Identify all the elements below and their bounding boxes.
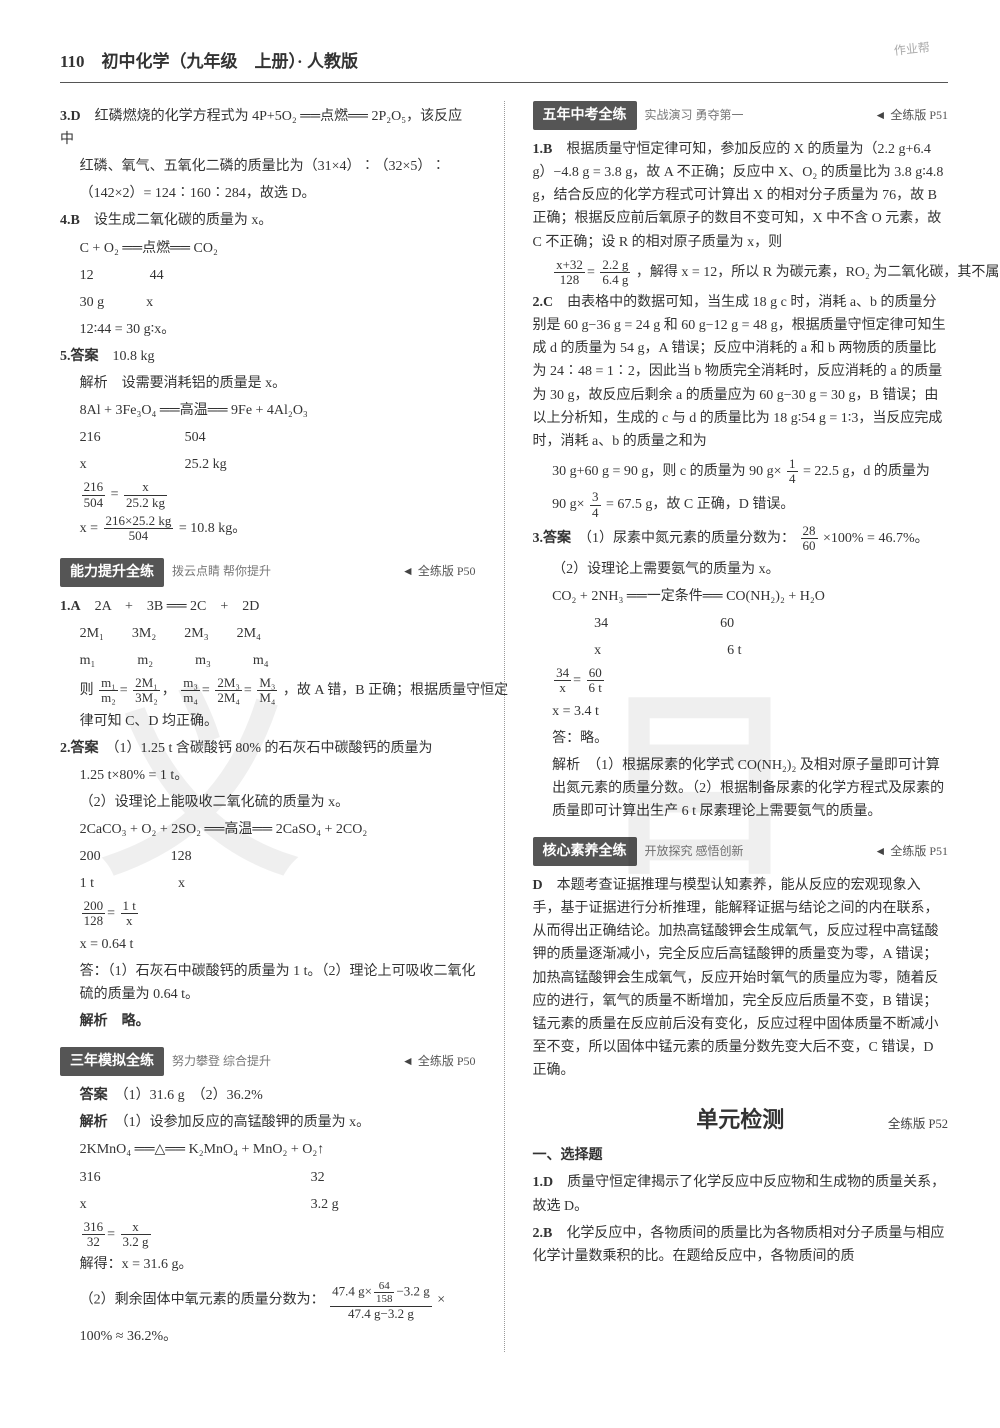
banner-core-ref: 全练版 P51 xyxy=(874,842,948,862)
r-q3-eq: CO₂ + 2NH₃ ══一定条件══ CO(NH₂)₂ + H₂O xyxy=(533,585,949,608)
q3-tag: 3.D xyxy=(60,109,81,124)
u1-tag: 1.D xyxy=(533,1175,554,1190)
q5-ans: 5.答案 10.8 kg xyxy=(60,345,476,368)
banner-5year: 五年中考全练 实战演习 勇夺第一 全练版 P51 xyxy=(533,101,949,130)
r-q2-mid: 30 g+60 g = 90 g，则 c 的质量为 90 g× 14 = 22.… xyxy=(533,457,949,487)
b2-jiexi: 解析 （1）设参加反应的高锰酸钾的质量为 x。 xyxy=(60,1111,476,1134)
b1q2-frac: 200128= 1 tx xyxy=(60,899,476,929)
q5-frac: 216504 = x25.2 kg xyxy=(60,480,476,510)
r-q2-tag: 2.C xyxy=(533,295,554,310)
b2-ans: 答案 （1）31.6 g （2）36.2% xyxy=(60,1084,476,1107)
banner-5year-ref: 全练版 P51 xyxy=(874,106,948,126)
r-core: D 本题考查证据推理与模型认知素养，能从反应的宏观现象入手，基于证据进行分析推理… xyxy=(533,874,949,1082)
r-q3-frac: 34x= 606 t xyxy=(533,666,949,696)
banner-5year-title: 五年中考全练 xyxy=(533,101,637,130)
q3-line1: 3.D 红磷燃烧的化学方程式为 4P+5O₂ ══点燃══ 2P₂O₅，该反应中 xyxy=(60,105,476,151)
r-q1-frac: x+32128= 2.2 g6.4 g ，解得 x = 12，所以 R 为碳元素… xyxy=(533,258,949,288)
b1q2-res: x = 0.64 t xyxy=(60,933,476,956)
b1q1-line5: 律可知 C、D 均正确。 xyxy=(60,710,476,733)
r-q3-res: x = 3.4 t xyxy=(533,700,949,723)
b1q2-row2: 1 t x xyxy=(60,872,476,895)
banner-ability-ref: 全练版 P50 xyxy=(402,562,476,582)
b1q2-line3: （2）设理论上能吸收二氧化硫的质量为 x。 xyxy=(60,791,476,814)
right-column: 五年中考全练 实战演习 勇夺第一 全练版 P51 1.B 根据质量守恒定律可知，… xyxy=(533,101,949,1352)
left-column: 3.D 红磷燃烧的化学方程式为 4P+5O₂ ══点燃══ 2P₂O₅，该反应中… xyxy=(60,101,476,1352)
header-rule xyxy=(60,82,948,83)
u2-tag: 2.B xyxy=(533,1226,553,1241)
q5-jiexi: 解析 设需要消耗铝的质量是 x。 xyxy=(60,372,476,395)
q4-row-mass: 12 44 xyxy=(60,264,476,287)
b2-frac: 31632= x3.2 g xyxy=(60,1220,476,1250)
b1q1-line2: 2M₁ 3M₂ 2M₃ 2M₄ xyxy=(60,622,476,645)
b1q1-line3: m₁ m₂ m₃ m₄ xyxy=(60,649,476,672)
q4-row-given: 30 g x xyxy=(60,291,476,314)
r-q3-p1: 3.答案 （1）尿素中氮元素的质量分数为： 2860 ×100% = 46.7%… xyxy=(533,524,949,554)
q5-tag: 5.答案 xyxy=(60,349,99,364)
banner-ability: 能力提升全练 拨云点睛 帮你提升 全练版 P50 xyxy=(60,558,476,587)
banner-ability-sub: 拨云点睛 帮你提升 xyxy=(172,562,271,582)
b2-row2: x 3.2 g xyxy=(60,1193,476,1216)
q5-eq: 8Al + 3Fe₃O₄ ══高温══ 9Fe + 4Al₂O₃ xyxy=(60,399,476,422)
r-q1: 1.B 根据质量守恒定律可知，参加反应的 X 的质量为（2.2 g+6.4 g）… xyxy=(533,138,949,253)
b2-part2-end: 100% ≈ 36.2%。 xyxy=(60,1325,476,1348)
b2-row1: 316 32 xyxy=(60,1166,476,1189)
q5-row2: x 25.2 kg xyxy=(60,453,476,476)
b2-res: 解得：x = 31.6 g。 xyxy=(60,1253,476,1276)
r-q3-row2: x 6 t xyxy=(533,639,949,662)
q4-eq: C + O₂ ══点燃══ CO₂ xyxy=(60,237,476,260)
r-q3-row1: 34 60 xyxy=(533,612,949,635)
q4-tag: 4.B xyxy=(60,213,80,228)
q3-line3: （142×2）= 124∶160∶284，故选 D。 xyxy=(60,182,476,205)
banner-core-title: 核心素养全练 xyxy=(533,837,637,866)
b1q1-line1: 1.A 2A + 3B ══ 2C + 2D xyxy=(60,595,476,618)
banner-3year-ref: 全练版 P50 xyxy=(402,1052,476,1072)
q4-ratio: 12∶44 = 30 g∶x。 xyxy=(60,318,476,341)
handwriting-note: 作业帮 xyxy=(893,38,931,61)
b1q2-row1: 200 128 xyxy=(60,845,476,868)
r-q3-tag: 3.答案 xyxy=(533,531,572,546)
r-q1-tag: 1.B xyxy=(533,142,553,157)
banner-core-sub: 开放探究 感悟创新 xyxy=(645,842,744,862)
b1q2-eq: 2CaCO₃ + O₂ + 2SO₂ ══高温══ 2CaSO₄ + 2CO₂ xyxy=(60,818,476,841)
r-q3-p2: （2）设理论上需要氨气的质量为 x。 xyxy=(533,558,949,581)
r-q3-jiexi: 解析 （1）根据尿素的化学式 CO(NH₂)₂ 及相对原子量即可计算出氮元素的质… xyxy=(533,754,949,823)
b1q2-ans: 答：（1）石灰石中碳酸钙的质量为 1 t。（2）理论上可吸收二氧化硫的质量为 0… xyxy=(60,960,476,1006)
b2-eq: 2KMnO₄ ══△══ K₂MnO₄ + MnO₂ + O₂↑ xyxy=(60,1138,476,1161)
r-q3-ans: 答：略。 xyxy=(533,727,949,750)
b1q2-tag: 2.答案 xyxy=(60,741,99,756)
b1q1-line4: 则 m₁m₂= 2M₁3M₂， m₃m₄= 2M₃2M₄= M₃M₄ ，故 A … xyxy=(60,676,476,706)
q3-line2: 红磷、氧气、五氧化二磷的质量比为（31×4）∶（32×5）∶ xyxy=(60,155,476,178)
banner-core: 核心素养全练 开放探究 感悟创新 全练版 P51 xyxy=(533,837,949,866)
b1q1-tag: 1.A xyxy=(60,599,81,614)
banner-ability-title: 能力提升全练 xyxy=(60,558,164,587)
q5-row1: 216 504 xyxy=(60,426,476,449)
select-heading: 一、选择题 xyxy=(533,1144,949,1167)
u1: 1.D 质量守恒定律揭示了化学反应中反应物和生成物的质量关系，故选 D。 xyxy=(533,1171,949,1217)
banner-3year-title: 三年模拟全练 xyxy=(60,1047,164,1076)
r-q2-text1: 2.C 由表格中的数据可知，当生成 18 g c 时，消耗 a、b 的质量分别是… xyxy=(533,291,949,453)
r-core-tag: D xyxy=(533,878,543,893)
column-divider xyxy=(504,101,505,1352)
page-header: 110 初中化学（九年级 上册）· 人教版 xyxy=(60,48,948,76)
banner-3year-sub: 努力攀登 综合提升 xyxy=(172,1052,271,1072)
unit-ref: 全练版 P52 xyxy=(888,1114,948,1135)
u2: 2.B 化学反应中，各物质间的质量比为各物质相对分子质量与相应化学计量数乘积的比… xyxy=(533,1222,949,1268)
b1q2-line2: 1.25 t×80% = 1 t。 xyxy=(60,764,476,787)
banner-5year-sub: 实战演习 勇夺第一 xyxy=(645,106,744,126)
unit-title: 单元检测 xyxy=(533,1102,949,1138)
q5-final: x = 216×25.2 kg504 = 10.8 kg。 xyxy=(60,514,476,544)
b1q2-jiexi: 解析 略。 xyxy=(60,1010,476,1033)
b1q2-line1: 2.答案 （1）1.25 t 含碳酸钙 80% 的石灰石中碳酸钙的质量为 xyxy=(60,737,476,760)
banner-3year: 三年模拟全练 努力攀登 综合提升 全练版 P50 xyxy=(60,1047,476,1076)
q4-line1: 4.B 设生成二氧化碳的质量为 x。 xyxy=(60,209,476,232)
r-q2-end: 90 g× 34 = 67.5 g，故 C 正确，D 错误。 xyxy=(533,490,949,520)
b2-part2: （2）剩余固体中氧元素的质量分数为： 47.4 g×64158−3.2 g 47… xyxy=(60,1280,476,1320)
